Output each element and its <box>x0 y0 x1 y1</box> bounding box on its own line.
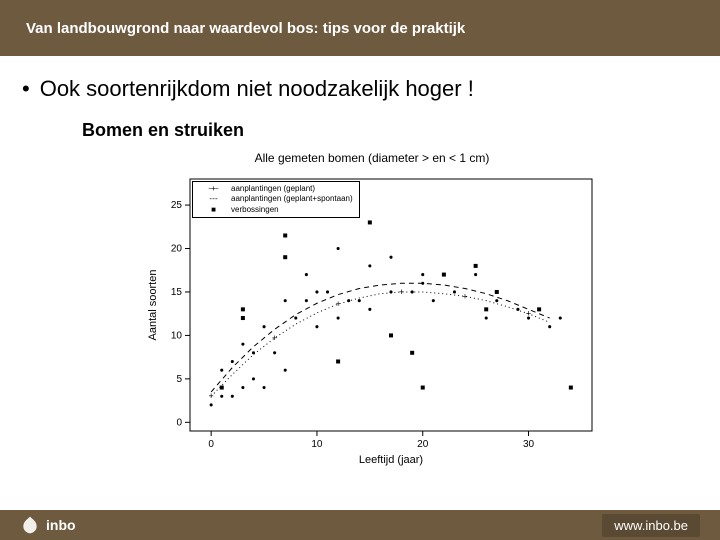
brand-text: inbo <box>46 517 76 533</box>
svg-text:+: + <box>462 291 467 301</box>
bullet-dot: • <box>22 78 30 100</box>
body-content: • Ook soortenrijkdom niet noodzakelijk h… <box>0 56 720 471</box>
header-bar: Van landbouwgrond naar waardevol bos: ti… <box>0 0 720 56</box>
svg-text:20: 20 <box>417 439 429 450</box>
leaf-icon <box>20 515 40 535</box>
svg-text:0: 0 <box>176 417 182 428</box>
svg-text:30: 30 <box>523 439 535 450</box>
footer-bar: inbo www.inbo.be <box>0 510 720 540</box>
page-title: Van landbouwgrond naar waardevol bos: ti… <box>26 20 465 37</box>
chart-svg: 01020300510152025++++++ Aantal soorten L… <box>142 169 602 471</box>
svg-text:+: + <box>209 391 214 401</box>
footer-logo: inbo <box>20 515 76 535</box>
svg-text:+: + <box>272 333 277 343</box>
svg-text:+: + <box>399 287 404 297</box>
chart-container: Alle gemeten bomen (diameter > en < 1 cm… <box>142 151 602 471</box>
svg-text:5: 5 <box>176 374 182 385</box>
footer-url: www.inbo.be <box>602 514 700 537</box>
bullet-line: • Ook soortenrijkdom niet noodzakelijk h… <box>22 76 698 102</box>
bullet-text: Ook soortenrijkdom niet noodzakelijk hog… <box>40 76 474 102</box>
svg-text:10: 10 <box>171 330 183 341</box>
svg-text:0: 0 <box>208 439 214 450</box>
svg-text:10: 10 <box>311 439 323 450</box>
svg-text:20: 20 <box>171 244 183 255</box>
section-subtitle: Bomen en struiken <box>82 120 698 141</box>
y-axis-label: Aantal soorten <box>147 270 159 341</box>
x-axis-label: Leeftijd (jaar) <box>359 454 423 466</box>
svg-text:25: 25 <box>171 200 183 211</box>
svg-text:15: 15 <box>171 287 183 298</box>
svg-text:+: + <box>335 299 340 309</box>
chart-title: Alle gemeten bomen (diameter > en < 1 cm… <box>142 151 602 165</box>
